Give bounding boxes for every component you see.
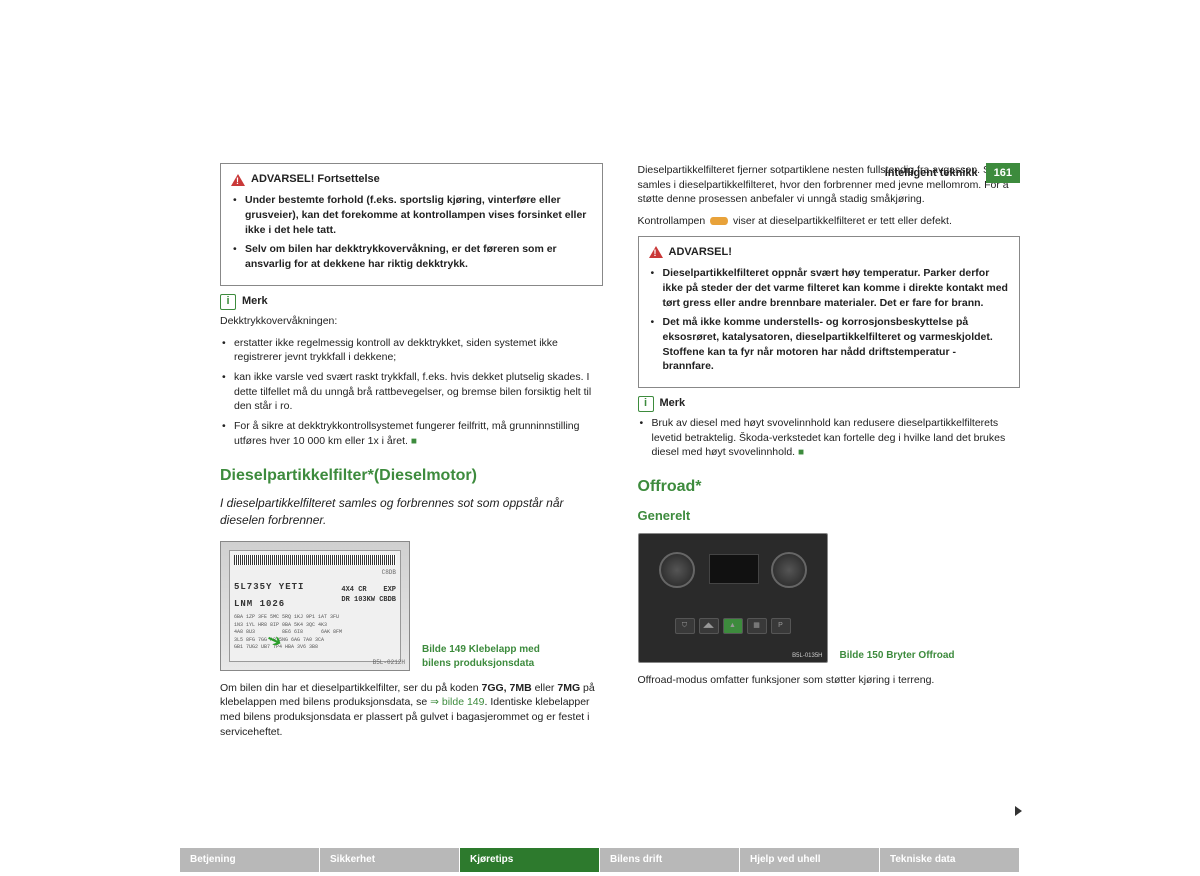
diesel-intro: I dieselpartikkelfilteret samles og forb… bbox=[220, 495, 603, 529]
heading-diesel: Dieselpartikkelfilter*(Dieselmotor) bbox=[220, 465, 603, 487]
end-mark: ■ bbox=[411, 436, 417, 447]
page-header: Intelligent teknikk 161 bbox=[885, 163, 1020, 183]
note-heading: i Merk bbox=[220, 294, 603, 310]
note-list: erstatter ikke regelmessig kontroll av d… bbox=[220, 336, 603, 449]
warning-cont-title: ADVARSEL! Fortsettelse bbox=[251, 172, 380, 187]
link-bilde-149[interactable]: ⇒ bilde 149 bbox=[430, 696, 484, 708]
warning-dpf-list: Dieselpartikkelfilteret oppnår svært høy… bbox=[649, 266, 1010, 374]
note-heading-2: i Merk bbox=[638, 396, 1021, 412]
nav-tekniske[interactable]: Tekniske data bbox=[880, 848, 1020, 872]
heading-offroad: Offroad* bbox=[638, 476, 1021, 498]
offroad-p: Offroad-modus omfatter funksjoner som st… bbox=[638, 673, 1021, 688]
warning-icon bbox=[231, 174, 245, 186]
diesel-body: Om bilen din har et dieselpartikkelfilte… bbox=[220, 681, 603, 740]
section-title: Intelligent teknikk bbox=[885, 167, 978, 179]
warning-icon bbox=[649, 246, 663, 258]
nav-bilens-drift[interactable]: Bilens drift bbox=[600, 848, 740, 872]
right-column: Dieselpartikkelfilteret fjerner sotparti… bbox=[638, 163, 1021, 746]
warning-continued-box: ADVARSEL! Fortsettelse Under bestemte fo… bbox=[220, 163, 603, 286]
end-mark: ■ bbox=[798, 447, 804, 458]
left-column: ADVARSEL! Fortsettelse Under bestemte fo… bbox=[220, 163, 603, 746]
figure-150-image: ⛉ ◢◣ ▲ ▦ P B5L-0135H bbox=[638, 533, 828, 663]
note-lead: Dekktrykkovervåkningen: bbox=[220, 314, 603, 329]
nav-betjening[interactable]: Betjening bbox=[180, 848, 320, 872]
info-icon: i bbox=[638, 396, 654, 412]
continue-arrow-icon bbox=[1015, 806, 1022, 816]
figure-150-caption: Bilde 150 Bryter Offroad bbox=[840, 649, 955, 663]
info-icon: i bbox=[220, 294, 236, 310]
nav-hjelp[interactable]: Hjelp ved uhell bbox=[740, 848, 880, 872]
figure-149: C8DB 5L735Y YETI LNM 1026 4X4 CR EXP DR … bbox=[220, 541, 603, 671]
nav-kjoretips[interactable]: Kjøretips bbox=[460, 848, 600, 872]
warning-cont-list: Under bestemte forhold (f.eks. sportslig… bbox=[231, 193, 592, 271]
page-number: 161 bbox=[986, 163, 1020, 183]
warning-box-dpf: ADVARSEL! Dieselpartikkelfilteret oppnår… bbox=[638, 236, 1021, 388]
nav-sikkerhet[interactable]: Sikkerhet bbox=[320, 848, 460, 872]
dpf-p2: Kontrollampen viser at dieselpartikkelfi… bbox=[638, 214, 1021, 229]
subheading-generelt: Generelt bbox=[638, 507, 1021, 525]
bottom-nav: Betjening Sikkerhet Kjøretips Bilens dri… bbox=[180, 848, 1020, 872]
note-list-2: Bruk av diesel med høyt svovelinnhold ka… bbox=[638, 416, 1021, 460]
figure-149-caption: Bilde 149 Klebelapp med bilens produksjo… bbox=[422, 643, 552, 671]
figure-149-image: C8DB 5L735Y YETI LNM 1026 4X4 CR EXP DR … bbox=[220, 541, 410, 671]
dpf-lamp-icon bbox=[710, 217, 728, 225]
figure-150: ⛉ ◢◣ ▲ ▦ P B5L-0135H Bilde 150 Bryter Of… bbox=[638, 533, 1021, 663]
